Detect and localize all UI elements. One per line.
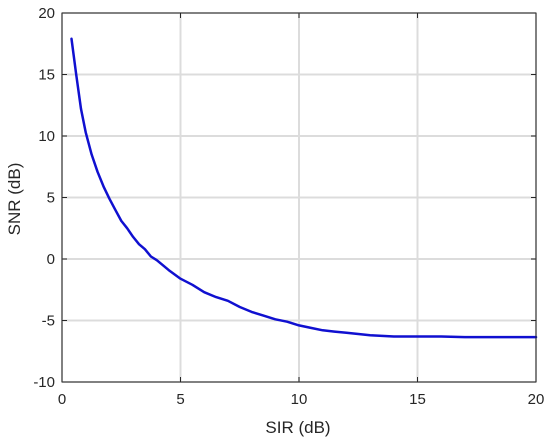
y-tick-label: -5 xyxy=(42,313,55,330)
data-series xyxy=(70,37,538,339)
y-tick-label: 0 xyxy=(47,251,55,268)
x-tick-label: 20 xyxy=(528,391,545,408)
y-tick-label: 15 xyxy=(38,67,55,84)
y-tick-label: 10 xyxy=(38,128,55,145)
x-tick-label: 10 xyxy=(291,391,308,408)
y-tick-label: 20 xyxy=(38,5,55,22)
x-tick-label: 0 xyxy=(58,391,66,408)
x-tick-label: 15 xyxy=(409,391,426,408)
y-tick-label: 5 xyxy=(47,190,55,207)
x-axis-label: SIR (dB) xyxy=(265,418,330,437)
y-axis-label: SNR (dB) xyxy=(5,163,24,236)
series-line xyxy=(70,37,538,339)
y-tick-label: -10 xyxy=(33,374,55,391)
x-tick-label: 5 xyxy=(176,391,184,408)
axis-ticks: 0 5 10 15 20 -10 -5 0 5 10 15 20 xyxy=(33,5,544,408)
